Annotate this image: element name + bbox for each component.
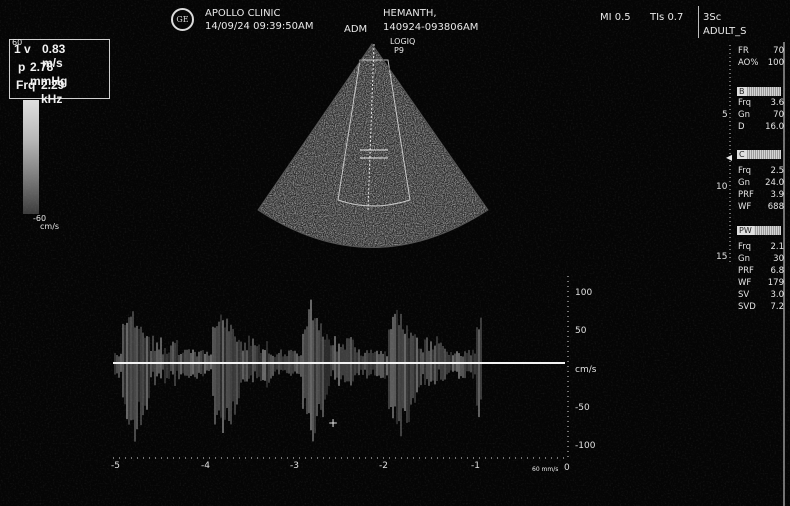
doppler-spectrum (114, 299, 482, 442)
pw-frq-label: Frq (738, 242, 752, 252)
sweep-speed: 60 mm/s (532, 466, 559, 473)
pw-wf-label: WF (738, 278, 752, 288)
b-frq-value: 3.6 (770, 98, 784, 108)
time-label-minus-3: -3 (290, 461, 299, 471)
b-mode-bar (737, 87, 781, 96)
pw-gn-label: Gn (738, 254, 750, 264)
c-mode-bar (737, 150, 781, 159)
focus-marker-icon: ◂ (726, 150, 733, 164)
c-gn-label: Gn (738, 178, 750, 188)
c-gn-value: 24.0 (765, 178, 784, 188)
pw-prf-label: PRF (738, 266, 754, 276)
time-label-minus-4: -4 (201, 461, 210, 471)
b-d-label: D (738, 122, 745, 132)
depth-mark-5: 5 (722, 110, 728, 120)
velocity-label-100: 100 (575, 288, 593, 298)
pw-sv-label: SV (738, 290, 750, 300)
pw-wf-value: 179 (767, 278, 784, 288)
pw-svd-label: SVD (738, 302, 756, 312)
pw-frq-value: 2.1 (770, 242, 784, 252)
time-label-0: 0 (564, 463, 570, 473)
b-gn-label: Gn (738, 110, 750, 120)
b-gn-value: 70 (773, 110, 784, 120)
pw-prf-value: 6.8 (770, 266, 784, 276)
depth-mark-10: 10 (716, 182, 728, 192)
c-frq-value: 2.5 (770, 166, 784, 176)
fr-value: 70 (773, 46, 784, 56)
b-mode-tag: B (737, 87, 747, 96)
b-d-value: 16.0 (765, 122, 784, 132)
c-wf-label: WF (738, 202, 752, 212)
time-label-minus-2: -2 (379, 461, 388, 471)
velocity-label-50: 50 (575, 326, 587, 336)
ao-value: 100 (767, 58, 784, 68)
velocity-label-minus-100: -100 (575, 441, 596, 451)
depth-mark-15: 15 (716, 252, 728, 262)
cursor-marker-icon: + (328, 416, 339, 430)
c-prf-label: PRF (738, 190, 754, 200)
c-prf-value: 3.9 (770, 190, 784, 200)
pw-mode-tag: PW (737, 226, 754, 235)
velocity-unit-label: cm/s (575, 365, 597, 375)
b-frq-label: Frq (738, 98, 752, 108)
pw-mode-bar (737, 226, 781, 235)
c-frq-label: Frq (738, 166, 752, 176)
c-wf-value: 688 (767, 202, 784, 212)
time-label-minus-5: -5 (111, 461, 120, 471)
pw-svd-value: 7.2 (770, 302, 784, 312)
time-label-minus-1: -1 (471, 461, 480, 471)
c-mode-tag: C (737, 150, 747, 159)
pw-sv-value: 3.0 (770, 290, 784, 300)
fr-label: FR (738, 46, 749, 56)
pw-gn-value: 30 (773, 254, 784, 264)
ao-label: AO% (738, 58, 759, 68)
color-roi-box (337, 59, 411, 207)
velocity-label-minus-50: -50 (575, 403, 590, 413)
